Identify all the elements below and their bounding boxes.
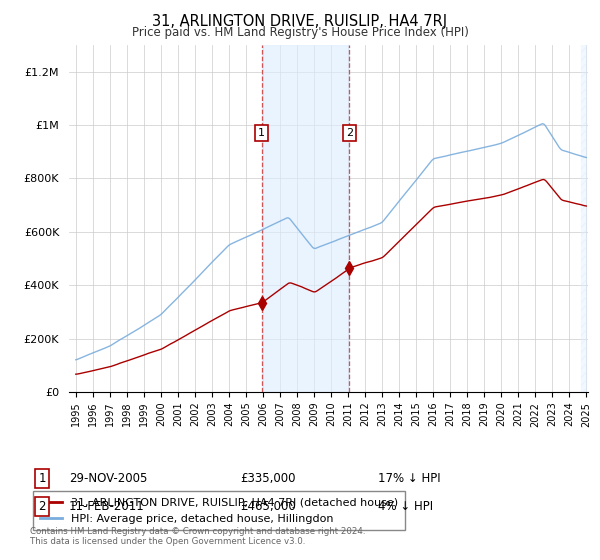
Text: £465,000: £465,000 (240, 500, 296, 514)
Text: Price paid vs. HM Land Registry's House Price Index (HPI): Price paid vs. HM Land Registry's House … (131, 26, 469, 39)
Text: 2: 2 (346, 128, 353, 138)
Bar (581, 45, 587, 392)
Text: 4% ↓ HPI: 4% ↓ HPI (378, 500, 433, 514)
Legend: 31, ARLINGTON DRIVE, RUISLIP, HA4 7RJ (detached house), HPI: Average price, deta: 31, ARLINGTON DRIVE, RUISLIP, HA4 7RJ (d… (33, 491, 404, 530)
Text: 1: 1 (38, 472, 46, 486)
Text: Contains HM Land Registry data © Crown copyright and database right 2024.
This d: Contains HM Land Registry data © Crown c… (30, 526, 365, 546)
Text: 31, ARLINGTON DRIVE, RUISLIP, HA4 7RJ: 31, ARLINGTON DRIVE, RUISLIP, HA4 7RJ (152, 14, 448, 29)
Text: 29-NOV-2005: 29-NOV-2005 (69, 472, 148, 486)
Text: 2: 2 (38, 500, 46, 514)
Bar (262, 45, 349, 392)
Text: 11-FEB-2011: 11-FEB-2011 (69, 500, 145, 514)
Text: 17% ↓ HPI: 17% ↓ HPI (378, 472, 440, 486)
Text: £335,000: £335,000 (240, 472, 296, 486)
Text: 1: 1 (258, 128, 265, 138)
